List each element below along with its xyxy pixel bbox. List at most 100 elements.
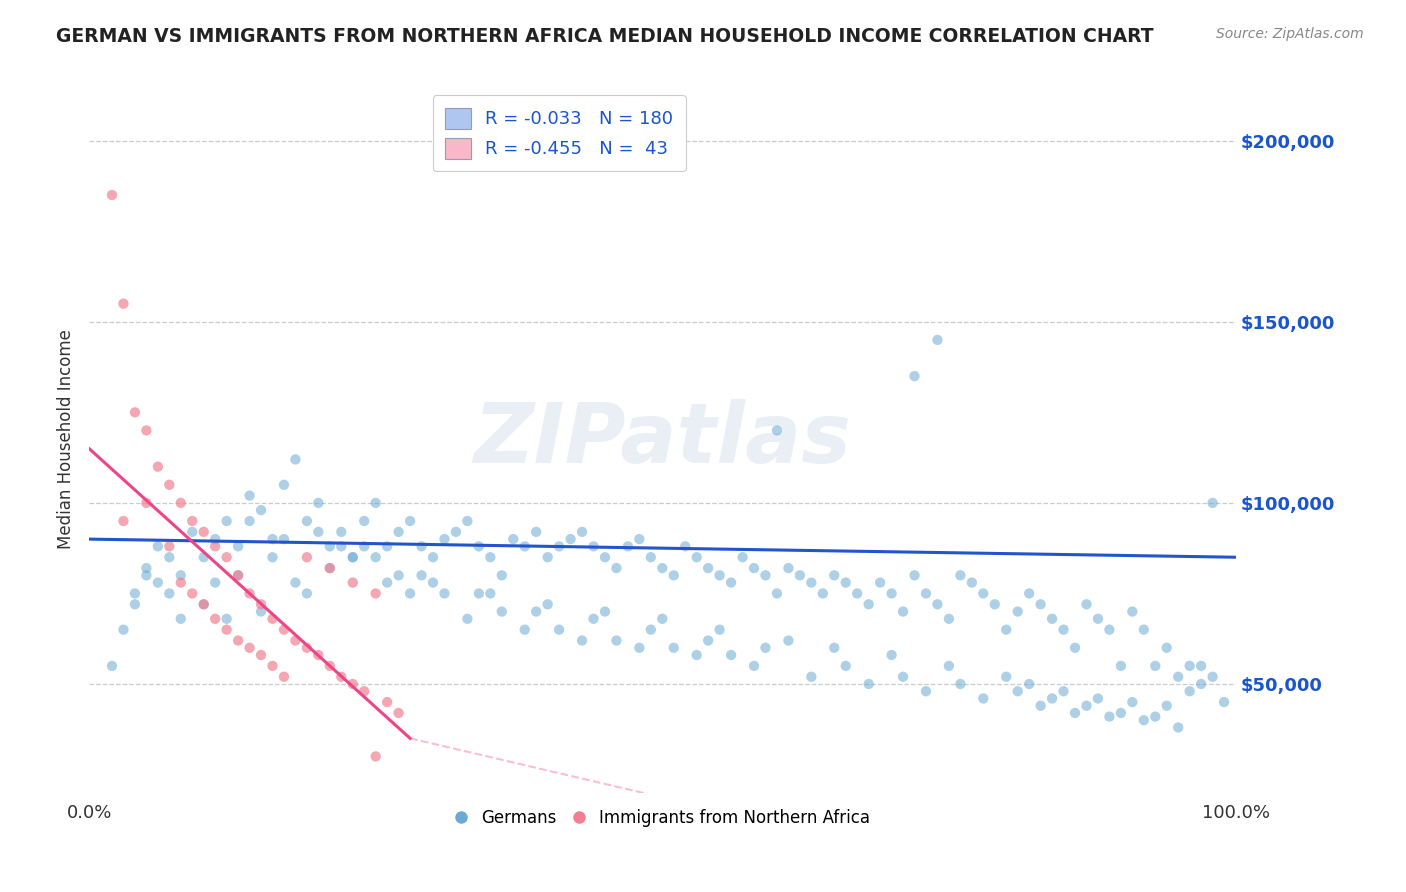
Point	[1064, 706, 1087, 720]
Point	[307, 524, 329, 539]
Point	[709, 568, 731, 582]
Point	[181, 524, 204, 539]
Point	[181, 514, 204, 528]
Point	[491, 605, 513, 619]
Point	[1098, 709, 1121, 723]
Point	[239, 640, 262, 655]
Point	[720, 648, 742, 662]
Point	[571, 633, 593, 648]
Point	[215, 612, 238, 626]
Point	[628, 532, 651, 546]
Point	[524, 524, 547, 539]
Point	[204, 575, 226, 590]
Point	[193, 550, 215, 565]
Point	[502, 532, 524, 546]
Point	[1144, 659, 1167, 673]
Point	[411, 568, 433, 582]
Point	[754, 568, 776, 582]
Point	[284, 452, 307, 467]
Point	[112, 296, 135, 310]
Point	[938, 659, 960, 673]
Point	[1201, 496, 1223, 510]
Point	[1178, 659, 1201, 673]
Point	[972, 586, 994, 600]
Point	[686, 550, 709, 565]
Point	[697, 561, 720, 575]
Point	[903, 369, 925, 384]
Point	[1167, 670, 1189, 684]
Point	[927, 333, 949, 347]
Point	[388, 568, 411, 582]
Point	[1052, 684, 1074, 698]
Point	[1178, 684, 1201, 698]
Point	[353, 684, 375, 698]
Point	[330, 524, 353, 539]
Point	[124, 597, 146, 611]
Point	[204, 612, 226, 626]
Point	[1189, 659, 1212, 673]
Point	[513, 540, 536, 554]
Point	[903, 568, 925, 582]
Point	[433, 586, 456, 600]
Point	[858, 597, 880, 611]
Point	[273, 623, 295, 637]
Point	[319, 659, 342, 673]
Point	[1076, 597, 1098, 611]
Point	[342, 550, 364, 565]
Point	[778, 633, 800, 648]
Point	[571, 524, 593, 539]
Point	[422, 550, 444, 565]
Point	[112, 514, 135, 528]
Point	[273, 477, 295, 491]
Point	[468, 540, 491, 554]
Point	[1064, 640, 1087, 655]
Point	[124, 405, 146, 419]
Point	[239, 489, 262, 503]
Point	[388, 706, 411, 720]
Point	[226, 568, 249, 582]
Point	[835, 575, 858, 590]
Point	[1040, 612, 1063, 626]
Point	[250, 605, 273, 619]
Point	[101, 659, 124, 673]
Point	[949, 568, 972, 582]
Point	[1133, 623, 1156, 637]
Point	[640, 623, 662, 637]
Point	[537, 597, 560, 611]
Point	[1007, 684, 1029, 698]
Point	[560, 532, 582, 546]
Point	[1029, 597, 1052, 611]
Point	[697, 633, 720, 648]
Point	[742, 561, 765, 575]
Point	[880, 586, 903, 600]
Text: ZIPatlas: ZIPatlas	[474, 399, 851, 480]
Point	[215, 623, 238, 637]
Point	[342, 550, 364, 565]
Point	[835, 659, 858, 673]
Point	[513, 623, 536, 637]
Point	[915, 586, 938, 600]
Point	[673, 540, 696, 554]
Point	[295, 550, 318, 565]
Point	[617, 540, 640, 554]
Point	[789, 568, 811, 582]
Point	[823, 640, 845, 655]
Point	[124, 586, 146, 600]
Point	[1098, 623, 1121, 637]
Point	[742, 659, 765, 673]
Point	[364, 550, 387, 565]
Point	[605, 561, 627, 575]
Point	[846, 586, 869, 600]
Point	[1087, 691, 1109, 706]
Point	[157, 550, 180, 565]
Point	[468, 586, 491, 600]
Point	[766, 424, 789, 438]
Point	[411, 540, 433, 554]
Point	[1087, 612, 1109, 626]
Point	[193, 524, 215, 539]
Point	[995, 670, 1018, 684]
Point	[1121, 605, 1143, 619]
Point	[364, 749, 387, 764]
Point	[399, 586, 422, 600]
Point	[170, 612, 193, 626]
